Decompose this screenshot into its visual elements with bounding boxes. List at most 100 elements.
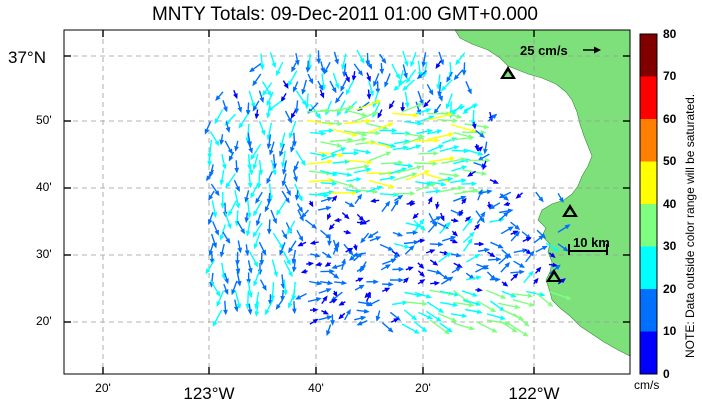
current-vector-head <box>558 197 564 203</box>
current-vector-head <box>266 199 272 205</box>
current-vector-head <box>321 152 328 158</box>
current-vector-head <box>316 58 322 65</box>
current-vector-head <box>474 253 481 259</box>
current-vector <box>368 179 394 188</box>
current-vector-head <box>364 164 370 170</box>
current-vector-head <box>294 108 300 115</box>
current-vector <box>346 159 372 164</box>
current-vector-head <box>346 308 351 315</box>
current-vector-head <box>234 145 239 152</box>
current-vector-head <box>363 308 370 314</box>
current-vector-head <box>461 165 468 170</box>
current-vector-head <box>398 266 405 272</box>
current-vector-head <box>214 118 220 125</box>
current-vector-head <box>269 149 274 156</box>
current-vector-head <box>479 132 485 138</box>
current-vector-head <box>331 181 338 186</box>
current-vector-head <box>262 90 268 97</box>
current-vector-head <box>456 263 463 268</box>
current-vector-head <box>219 234 225 241</box>
current-vector-head <box>403 277 409 283</box>
current-vector-head <box>477 287 483 293</box>
current-vector-head <box>398 80 403 87</box>
current-vector-head <box>333 273 340 279</box>
colorbar-segment <box>640 119 657 162</box>
current-vector-head <box>252 164 258 170</box>
current-vector-head <box>420 225 426 231</box>
current-vector-head <box>344 159 351 165</box>
current-vector-head <box>341 280 348 286</box>
current-vector-head <box>387 122 394 128</box>
current-vector-head <box>445 103 451 110</box>
current-vector-head <box>325 288 332 293</box>
current-vector-head <box>429 249 436 254</box>
current-vector-head <box>272 218 277 225</box>
current-vector <box>450 123 476 133</box>
site-2 <box>562 204 578 217</box>
current-vector-head <box>212 212 218 218</box>
current-vector-head <box>252 231 258 238</box>
current-vector-head <box>259 64 265 71</box>
current-vector-head <box>452 302 459 307</box>
current-vector-head <box>366 94 372 100</box>
current-vector-head <box>365 149 372 155</box>
current-vector-head <box>264 206 270 213</box>
current-vector-head <box>459 210 464 217</box>
velocity-scale-arrow <box>583 46 601 54</box>
current-vector-head <box>287 80 293 87</box>
current-vector <box>368 122 393 133</box>
current-vector <box>366 141 392 148</box>
current-vector-head <box>338 313 344 320</box>
current-vector-head <box>235 203 241 209</box>
current-vector-head <box>438 144 445 150</box>
current-vector-head <box>244 217 250 224</box>
current-vector-head <box>547 301 554 307</box>
current-vector-head <box>476 309 483 315</box>
current-vector-head <box>236 303 242 310</box>
current-vector-head <box>327 280 334 286</box>
current-vector-head <box>403 72 408 79</box>
current-vector-head <box>365 167 372 173</box>
current-vector-head <box>469 231 475 238</box>
current-vector-head <box>323 68 329 75</box>
distance-scale-label: 10 km <box>573 235 610 250</box>
current-vector-head <box>348 249 354 256</box>
current-vector-head <box>452 238 459 244</box>
lat-label-37n: 37°N <box>8 48 46 67</box>
current-vector-head <box>331 298 338 304</box>
current-vector-head <box>451 317 458 322</box>
current-vector-head <box>433 151 439 156</box>
current-vector-head <box>228 155 234 162</box>
current-vector-head <box>417 103 424 108</box>
current-vector-head <box>334 241 340 248</box>
current-vector-head <box>227 223 232 230</box>
current-vector-head <box>435 63 441 69</box>
current-vector-head <box>410 61 415 68</box>
current-vector-head <box>538 196 544 203</box>
current-vector-head <box>315 113 321 120</box>
current-vector-head <box>445 252 452 258</box>
current-vector-head <box>533 277 539 284</box>
current-vector-head <box>289 132 294 139</box>
current-vector-head <box>400 107 406 113</box>
current-vector-head <box>351 190 358 196</box>
current-vector-head <box>248 169 254 176</box>
current-vector-head <box>480 211 486 218</box>
current-vector-head <box>511 327 518 333</box>
lat-label-50: 50' <box>36 113 52 127</box>
current-vector-head <box>452 118 459 123</box>
current-vector-head <box>275 304 281 310</box>
current-vector-head <box>504 253 511 260</box>
current-vector-head <box>477 156 484 161</box>
current-vector-head <box>316 280 323 286</box>
current-vector-head <box>565 295 572 300</box>
current-vector-head <box>357 70 363 76</box>
lat-label-20: 20' <box>36 314 52 328</box>
current-vector-head <box>554 264 561 270</box>
current-vector-head <box>465 216 472 222</box>
current-vector-head <box>266 178 271 185</box>
current-vector-head <box>385 264 391 270</box>
current-vector-head <box>248 147 253 154</box>
current-vector-head <box>291 266 297 273</box>
colorbar-frame <box>639 33 658 375</box>
